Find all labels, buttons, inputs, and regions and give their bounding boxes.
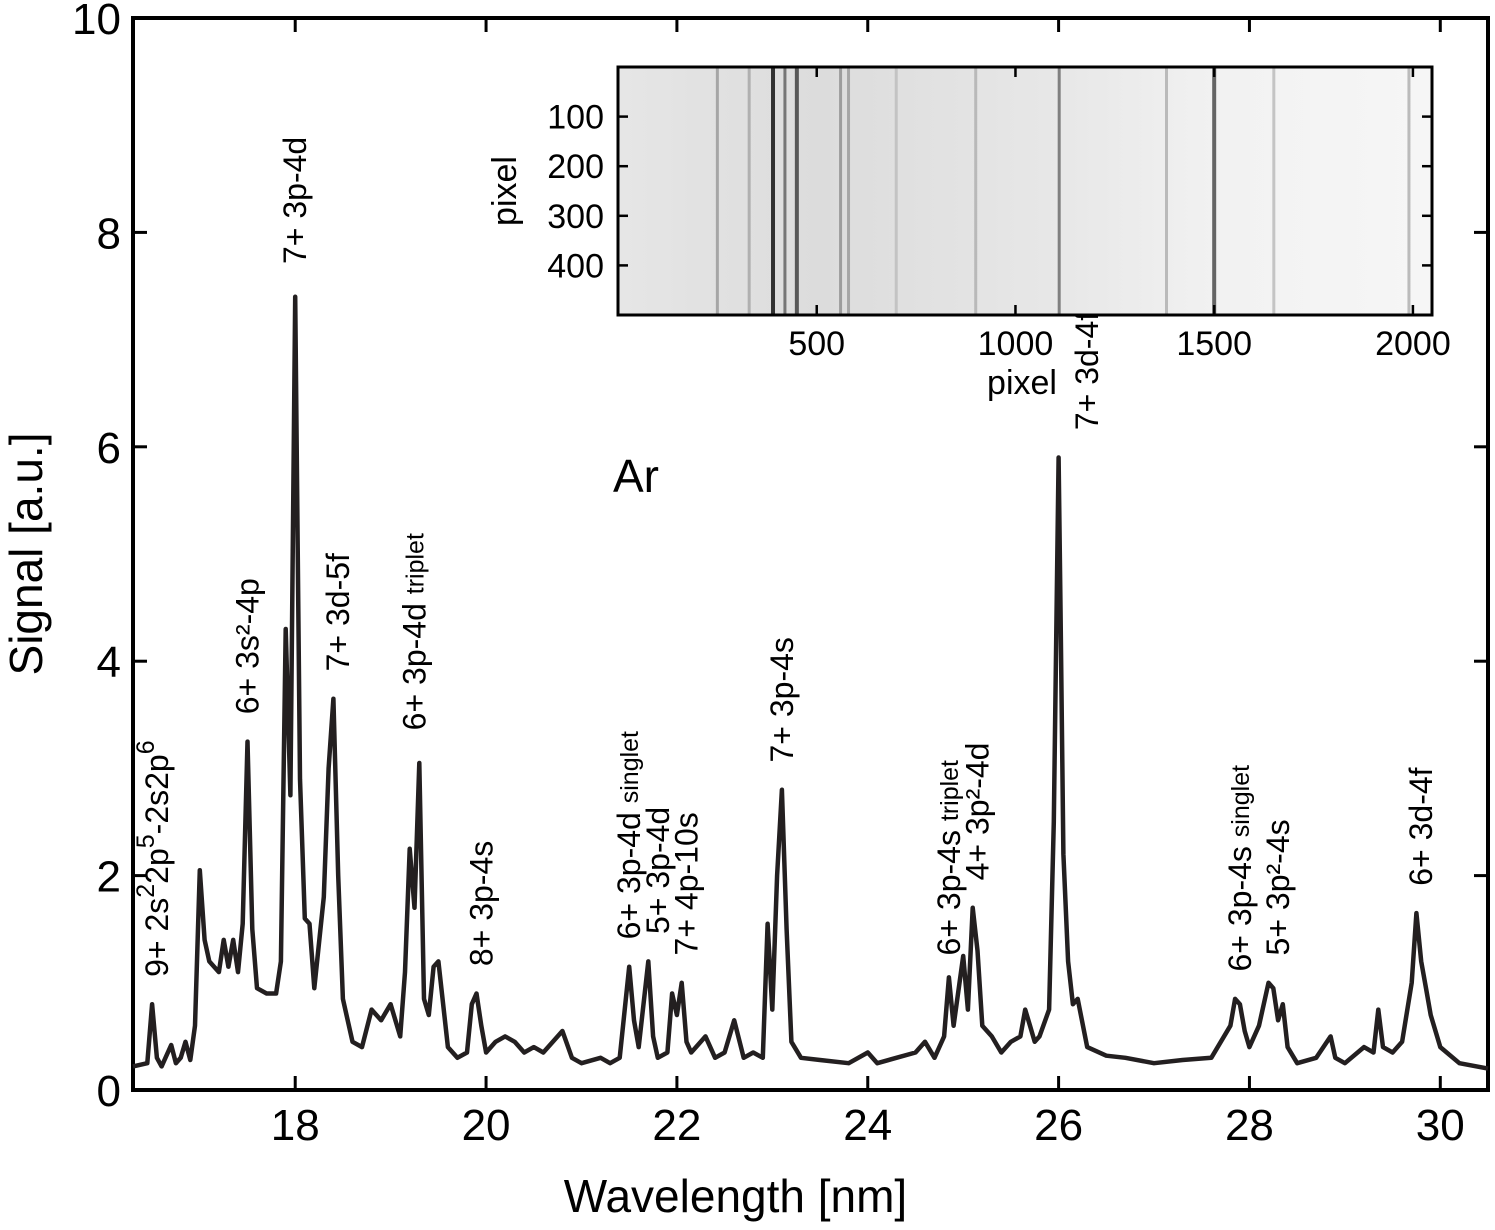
annotation-main: 7+ 3p-4d — [277, 137, 313, 264]
annotation-suffix: singlet — [1227, 765, 1255, 837]
line-annotation: 8+ 3p-4s — [463, 841, 499, 966]
line-annotation: 5+ 3p-4d — [640, 807, 676, 934]
annotation-part: 6 — [132, 740, 160, 754]
x-tick-label: 30 — [1416, 1101, 1465, 1150]
inset-axes: 500 1000 1500 2000 100 200 300 400 pixel pixel — [486, 65, 1451, 402]
inset-y-tick-label: 200 — [547, 148, 604, 186]
annotation-main: 6+ 3p-4s — [931, 821, 967, 955]
y-axis-title: Signal [a.u.] — [0, 433, 52, 676]
annotation-main: 6+ 3p-4s — [1222, 837, 1258, 971]
line-annotation: 9+ 2s22p5-2s2p6 — [132, 740, 175, 977]
y-tick-label: 8 — [97, 209, 121, 258]
line-annotation: 6+ 3p-4d singlet — [611, 731, 647, 939]
inset-x-tick-label: 2000 — [1375, 325, 1451, 363]
spectrum-line — [132, 294, 1489, 1071]
annotation-main: 5+ 3p-4d — [640, 807, 676, 934]
line-annotation: 7+ 3p-4d — [277, 137, 313, 264]
annotation-main: 5+ 3p²-4s — [1260, 819, 1296, 955]
line-annotation: 7+ 3p-4s — [764, 637, 800, 762]
line-annotation: 6+ 3s²-4p — [230, 578, 266, 714]
line-annotation: 5+ 3p²-4s — [1260, 819, 1296, 955]
line-annotation: 7+ 4p-10s — [668, 812, 704, 955]
element-label: Ar — [613, 450, 659, 502]
y-tick-label: 6 — [97, 424, 121, 473]
annotation-part: 9+ 2s — [139, 898, 175, 977]
inset-y-axis-title: pixel — [486, 156, 524, 226]
line-annotation: 6+ 3d-4f — [1403, 767, 1439, 885]
line-annotation: 7+ 3d-5f — [320, 553, 356, 671]
line-annotation: 6+ 3p-4d triplet — [396, 533, 432, 730]
annotation-main: 4+ 3p²-4d — [959, 743, 995, 881]
annotation-part: 2p — [139, 848, 175, 884]
inset-y-tick-label: 300 — [547, 198, 604, 236]
plot-frame — [131, 16, 1490, 1092]
annotation-part: 2 — [132, 884, 160, 898]
annotation-main: 7+ 4p-10s — [668, 812, 704, 955]
annotation-main: 7+ 3d-4f — [1069, 312, 1105, 430]
inset-y-tick-label: 100 — [547, 99, 604, 137]
annotation-main: 7+ 3p-4s — [764, 637, 800, 762]
line-annotation: 6+ 3p-4s singlet — [1222, 765, 1258, 972]
inset-x-axis-title: pixel — [987, 364, 1057, 402]
inset-frame — [616, 65, 1434, 317]
line-annotation: 7+ 3d-4f — [1069, 312, 1105, 430]
x-tick-label: 18 — [271, 1101, 320, 1150]
annotation-main: 6+ 3p-4d — [611, 803, 647, 939]
y-tick-label: 0 — [97, 1067, 121, 1116]
annotation-suffix: singlet — [616, 731, 644, 803]
annotation-suffix: triplet — [401, 533, 429, 594]
annotation-main: 6+ 3s²-4p — [230, 578, 266, 714]
annotation-main: 8+ 3p-4s — [463, 841, 499, 966]
line-annotation: 6+ 3p-4s triplet — [931, 760, 967, 955]
annotation-suffix: triplet — [936, 760, 964, 821]
x-tick-label: 26 — [1034, 1101, 1083, 1150]
y-tick-label: 4 — [97, 638, 121, 687]
annotation-main: 6+ 3p-4d — [396, 594, 432, 730]
x-tick-label: 22 — [652, 1101, 701, 1150]
inset-x-tick-label: 1000 — [978, 325, 1054, 363]
x-tick-label: 28 — [1225, 1101, 1274, 1150]
inset-x-tick-label: 500 — [788, 325, 845, 363]
inset-y-tick-label: 400 — [547, 247, 604, 285]
line-annotation: 4+ 3p²-4d — [959, 743, 995, 881]
x-axis-title: Wavelength [nm] — [564, 1170, 907, 1222]
annotation-main: 6+ 3d-4f — [1403, 767, 1439, 885]
inset-x-tick-label: 1500 — [1176, 325, 1252, 363]
inset-background — [618, 67, 1432, 315]
annotation-part: -2s2p — [139, 754, 175, 834]
annotation-main: 7+ 3d-5f — [320, 553, 356, 671]
y-tick-label: 2 — [97, 853, 121, 902]
annotation-part: 5 — [132, 834, 160, 848]
y-tick-label: 10 — [72, 0, 121, 44]
x-tick-label: 24 — [843, 1101, 892, 1150]
x-tick-label: 20 — [462, 1101, 511, 1150]
